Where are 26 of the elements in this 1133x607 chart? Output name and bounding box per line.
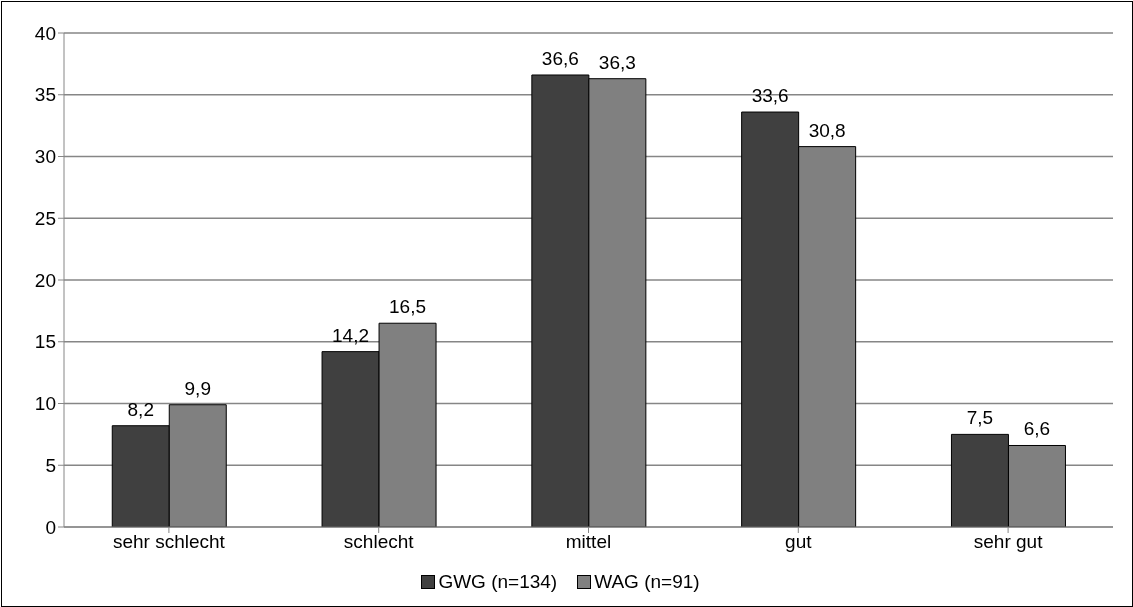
y-tick-label: 35 <box>34 84 56 106</box>
y-tick-label: 15 <box>34 331 56 353</box>
y-tick-label: 30 <box>34 146 56 168</box>
data-label: 30,8 <box>808 119 846 141</box>
legend-label: GWG (n=134) <box>437 571 558 593</box>
y-tick-label: 0 <box>45 516 56 538</box>
data-label: 36,3 <box>598 51 636 73</box>
data-label: 7,5 <box>966 407 994 429</box>
data-label: 14,2 <box>332 324 370 346</box>
y-tick-label: 10 <box>34 393 56 415</box>
x-tick-label: sehr schlecht <box>112 531 226 553</box>
x-tick-label: sehr gut <box>973 531 1044 553</box>
y-tick-label: 20 <box>34 269 56 291</box>
x-tick-label: gut <box>785 531 813 553</box>
data-label: 9,9 <box>184 377 211 399</box>
y-tick-label: 25 <box>34 207 56 229</box>
legend-label: WAG (n=91) <box>593 571 700 593</box>
data-label: 16,5 <box>389 296 427 318</box>
data-label: 36,6 <box>541 47 579 69</box>
x-tick-label: mittel <box>565 531 612 553</box>
y-tick-label: 40 <box>34 22 56 44</box>
x-tick-label: schlecht <box>343 531 415 553</box>
y-tick-label: 5 <box>45 454 56 476</box>
data-label: 8,2 <box>127 398 154 420</box>
data-label: 33,6 <box>751 85 789 107</box>
data-label: 6,6 <box>1023 418 1051 440</box>
